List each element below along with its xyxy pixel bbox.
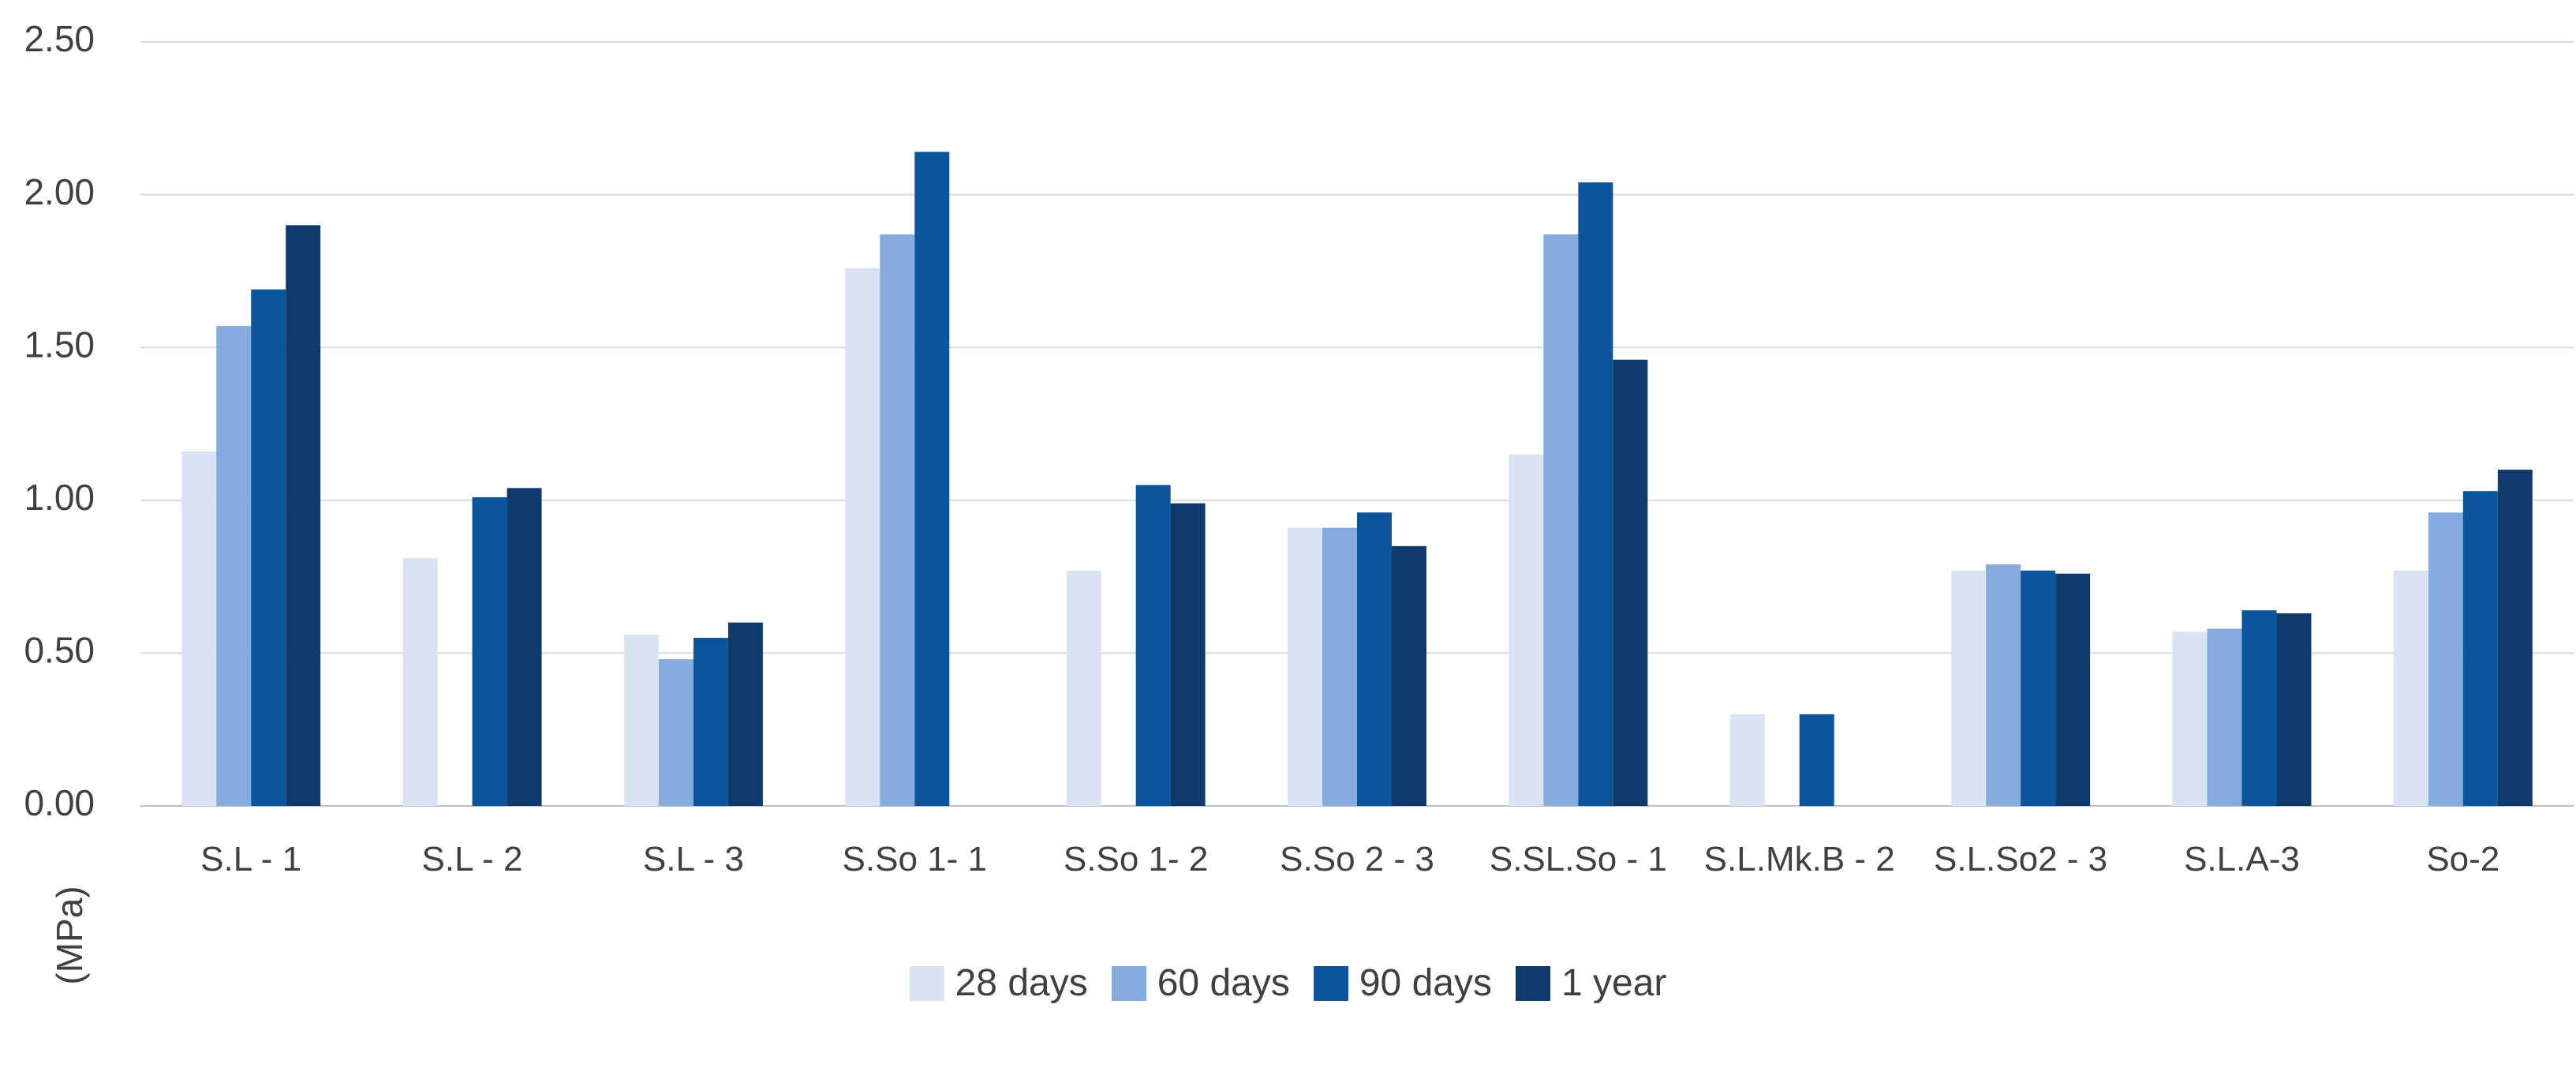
bar <box>658 659 694 806</box>
y-axis-label: (MPa) <box>49 886 90 984</box>
bar <box>1392 545 1426 806</box>
x-tick-label: S.L - 2 <box>421 840 523 879</box>
y-tick-label: 1.00 <box>24 477 95 518</box>
x-tick-label: S.L.Mk.B - 2 <box>1703 840 1895 879</box>
bar <box>1729 714 1765 806</box>
bar <box>472 496 507 806</box>
x-tick-label: S.L - 1 <box>200 840 302 879</box>
bar <box>2497 470 2533 806</box>
bar <box>1799 714 1834 806</box>
legend-swatch <box>1313 965 1348 1001</box>
legend-swatch <box>909 965 944 1001</box>
legend-item: 28 days <box>909 961 1088 1005</box>
bar <box>2462 491 2498 806</box>
bar <box>286 225 321 806</box>
legend-item: 60 days <box>1111 961 1290 1005</box>
bar <box>181 451 217 806</box>
bar <box>1543 234 1579 806</box>
bar <box>623 635 659 806</box>
bar <box>1170 503 1206 806</box>
bar <box>1288 527 1322 806</box>
legend-swatch <box>1515 965 1550 1001</box>
y-tick-label: 0.50 <box>24 630 95 671</box>
bar <box>251 289 286 807</box>
x-tick-label: S.So 1- 2 <box>1063 840 1209 879</box>
bar <box>880 234 915 806</box>
bar <box>845 268 880 806</box>
bar <box>2428 512 2463 806</box>
bar <box>2393 570 2428 806</box>
bar <box>1357 512 1392 806</box>
bar <box>507 488 542 806</box>
bar <box>2021 570 2056 806</box>
bar <box>1066 570 1101 806</box>
legend-label: 28 days <box>955 962 1088 1004</box>
bar <box>1986 564 2021 806</box>
bar <box>727 622 763 806</box>
y-tick-label: 1.50 <box>24 324 95 365</box>
bar <box>2055 573 2091 806</box>
x-tick-label: S.So 1- 1 <box>842 840 987 879</box>
bar <box>1613 359 1648 806</box>
bar <box>1578 182 1613 806</box>
legend-item: 90 days <box>1313 961 1492 1005</box>
legend-label: 60 days <box>1157 962 1290 1004</box>
bar <box>1135 485 1171 806</box>
bar <box>693 638 728 806</box>
bar <box>402 558 438 806</box>
x-tick-label: S.So 2 - 3 <box>1280 840 1434 879</box>
bar <box>1509 454 1544 806</box>
legend-label: 90 days <box>1359 962 1492 1004</box>
bar <box>2276 613 2312 806</box>
bar <box>1951 570 1987 806</box>
bar <box>1322 527 1357 806</box>
legend-label: 1 year <box>1561 962 1667 1004</box>
x-tick-label: S.SL.So - 1 <box>1489 840 1667 879</box>
legend: 28 days 60 days 90 days 1 year <box>0 961 2576 1005</box>
x-tick-label: So-2 <box>2426 840 2500 879</box>
bar <box>216 326 252 806</box>
x-tick-label: S.L - 3 <box>642 840 744 879</box>
bar <box>914 152 950 807</box>
bar <box>2207 628 2242 806</box>
legend-item: 1 year <box>1515 961 1667 1005</box>
bar <box>2241 610 2277 806</box>
x-tick-label: S.L.So2 - 3 <box>1934 840 2108 879</box>
y-tick-label: 2.50 <box>24 18 95 59</box>
bar <box>2172 631 2208 806</box>
legend-swatch <box>1111 965 1146 1001</box>
y-tick-label: 0.00 <box>24 782 95 823</box>
x-tick-label: S.L.A-3 <box>2184 840 2300 879</box>
y-tick-label: 2.00 <box>24 171 95 212</box>
